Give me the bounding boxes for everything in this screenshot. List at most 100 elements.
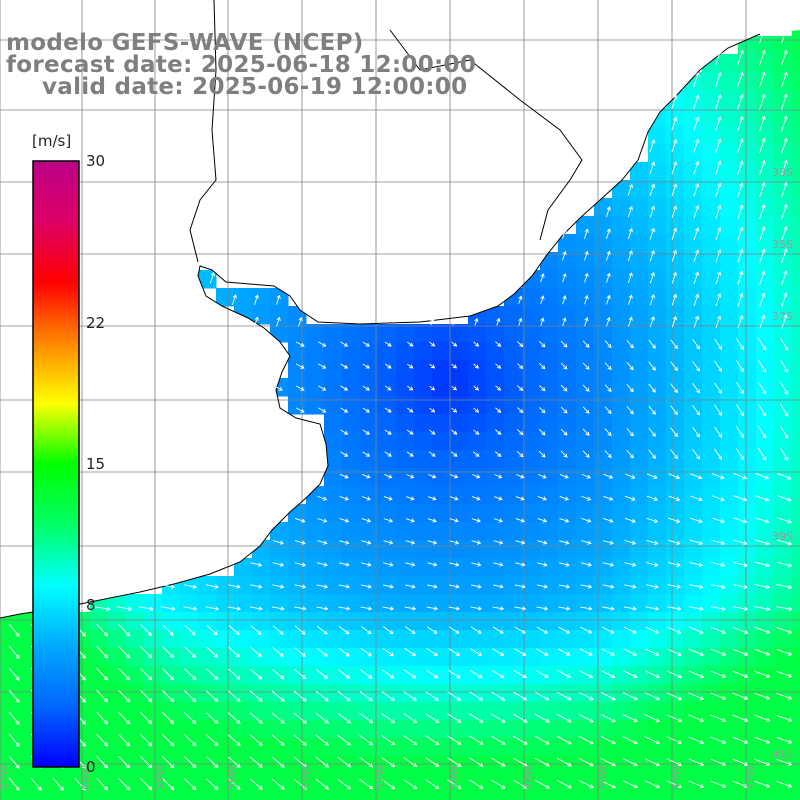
wind-cell [450,612,469,631]
wind-arrow [140,711,153,725]
wind-arrow [666,736,683,745]
wind-arrow [584,317,589,327]
wind-arrow [735,448,745,461]
wind-arrow [754,626,771,634]
wind-cell [720,324,739,343]
wind-arrow [578,735,594,745]
wind-arrow [250,584,263,589]
wind-arrow [538,385,546,392]
wind-cell [594,216,613,235]
wind-cell [378,756,397,775]
wind-cell [216,576,235,595]
land-mask [0,0,800,618]
wind-arrow [558,626,571,634]
wind-cell [612,648,631,667]
wind-cell [684,612,703,631]
wind-cell [792,198,800,217]
wind-cell [666,252,685,271]
wind-cell [684,450,703,469]
wind-cell [756,72,775,91]
wind-arrow [537,540,548,545]
wind-arrow [318,407,327,413]
wind-arrow [451,363,458,369]
wind-cell [252,684,271,703]
wind-cell [18,612,37,631]
wind-arrow [581,518,592,523]
wind-cell [324,360,343,379]
wind-arrow [776,736,793,744]
wind-cell [738,450,757,469]
wind-arrow [514,584,526,589]
wind-arrow [671,271,678,284]
wind-cell [684,630,703,649]
wind-cell [702,162,721,181]
wind-arrow [733,561,748,568]
wind-arrow [757,337,767,351]
wind-arrow [295,407,305,413]
wind-cell [684,702,703,721]
wind-cell [108,630,127,649]
wind-arrow [776,758,793,766]
lon-label: 62W [0,765,11,790]
wind-cell [216,720,235,739]
wind-arrow [161,584,176,589]
wind-cell [774,756,793,775]
wind-arrow [556,713,572,723]
wind-cell [180,648,199,667]
wind-cell [126,684,145,703]
wind-cell [396,540,415,559]
wind-cell [486,360,505,379]
wind-cell [702,378,721,397]
wind-arrow [449,540,460,545]
wind-cell [738,738,757,757]
wind-cell [576,576,595,595]
wind-cell [792,648,800,667]
wind-arrow [582,362,590,370]
wind-cell [720,108,739,127]
wind-cell [630,522,649,541]
wind-cell [252,702,271,721]
wind-cell [666,126,685,145]
wind-cell [648,612,667,631]
wind-cell [684,684,703,703]
wind-arrow [623,648,638,656]
wind-arrow [602,626,615,634]
wind-cell [774,414,793,433]
wind-arrow [754,670,771,678]
wind-cell [792,450,800,469]
wind-arrow [469,669,483,679]
wind-arrow [384,341,392,347]
wind-cell [396,504,415,523]
wind-cell [756,576,775,595]
wind-arrow [317,518,328,523]
wind-arrow [384,474,393,479]
wind-cell [792,504,800,523]
wind-cell [342,540,361,559]
wind-cell [684,558,703,577]
wind-cell [558,648,577,667]
wind-cell [540,738,559,757]
wind-cell [396,450,415,469]
wind-cell [126,594,145,613]
wind-cell [288,324,307,343]
wind-cell [792,216,800,235]
wind-arrow [540,295,545,305]
wind-cell [324,630,343,649]
wind-cell [738,594,757,613]
wind-cell [198,666,217,685]
wind-arrow [781,292,788,308]
wind-cell [666,558,685,577]
wind-arrow [447,779,462,789]
wind-arrow [759,226,766,241]
wind-cell [792,54,800,73]
wind-cell [324,702,343,721]
wind-cell [594,342,613,361]
wind-arrow [693,293,700,306]
wind-cell [774,126,793,145]
wind-arrow [384,385,392,391]
wind-arrow [227,778,241,790]
wind-arrow [96,645,109,659]
wind-arrow [754,714,771,722]
wind-cell [396,648,415,667]
wind-arrow [715,204,722,219]
